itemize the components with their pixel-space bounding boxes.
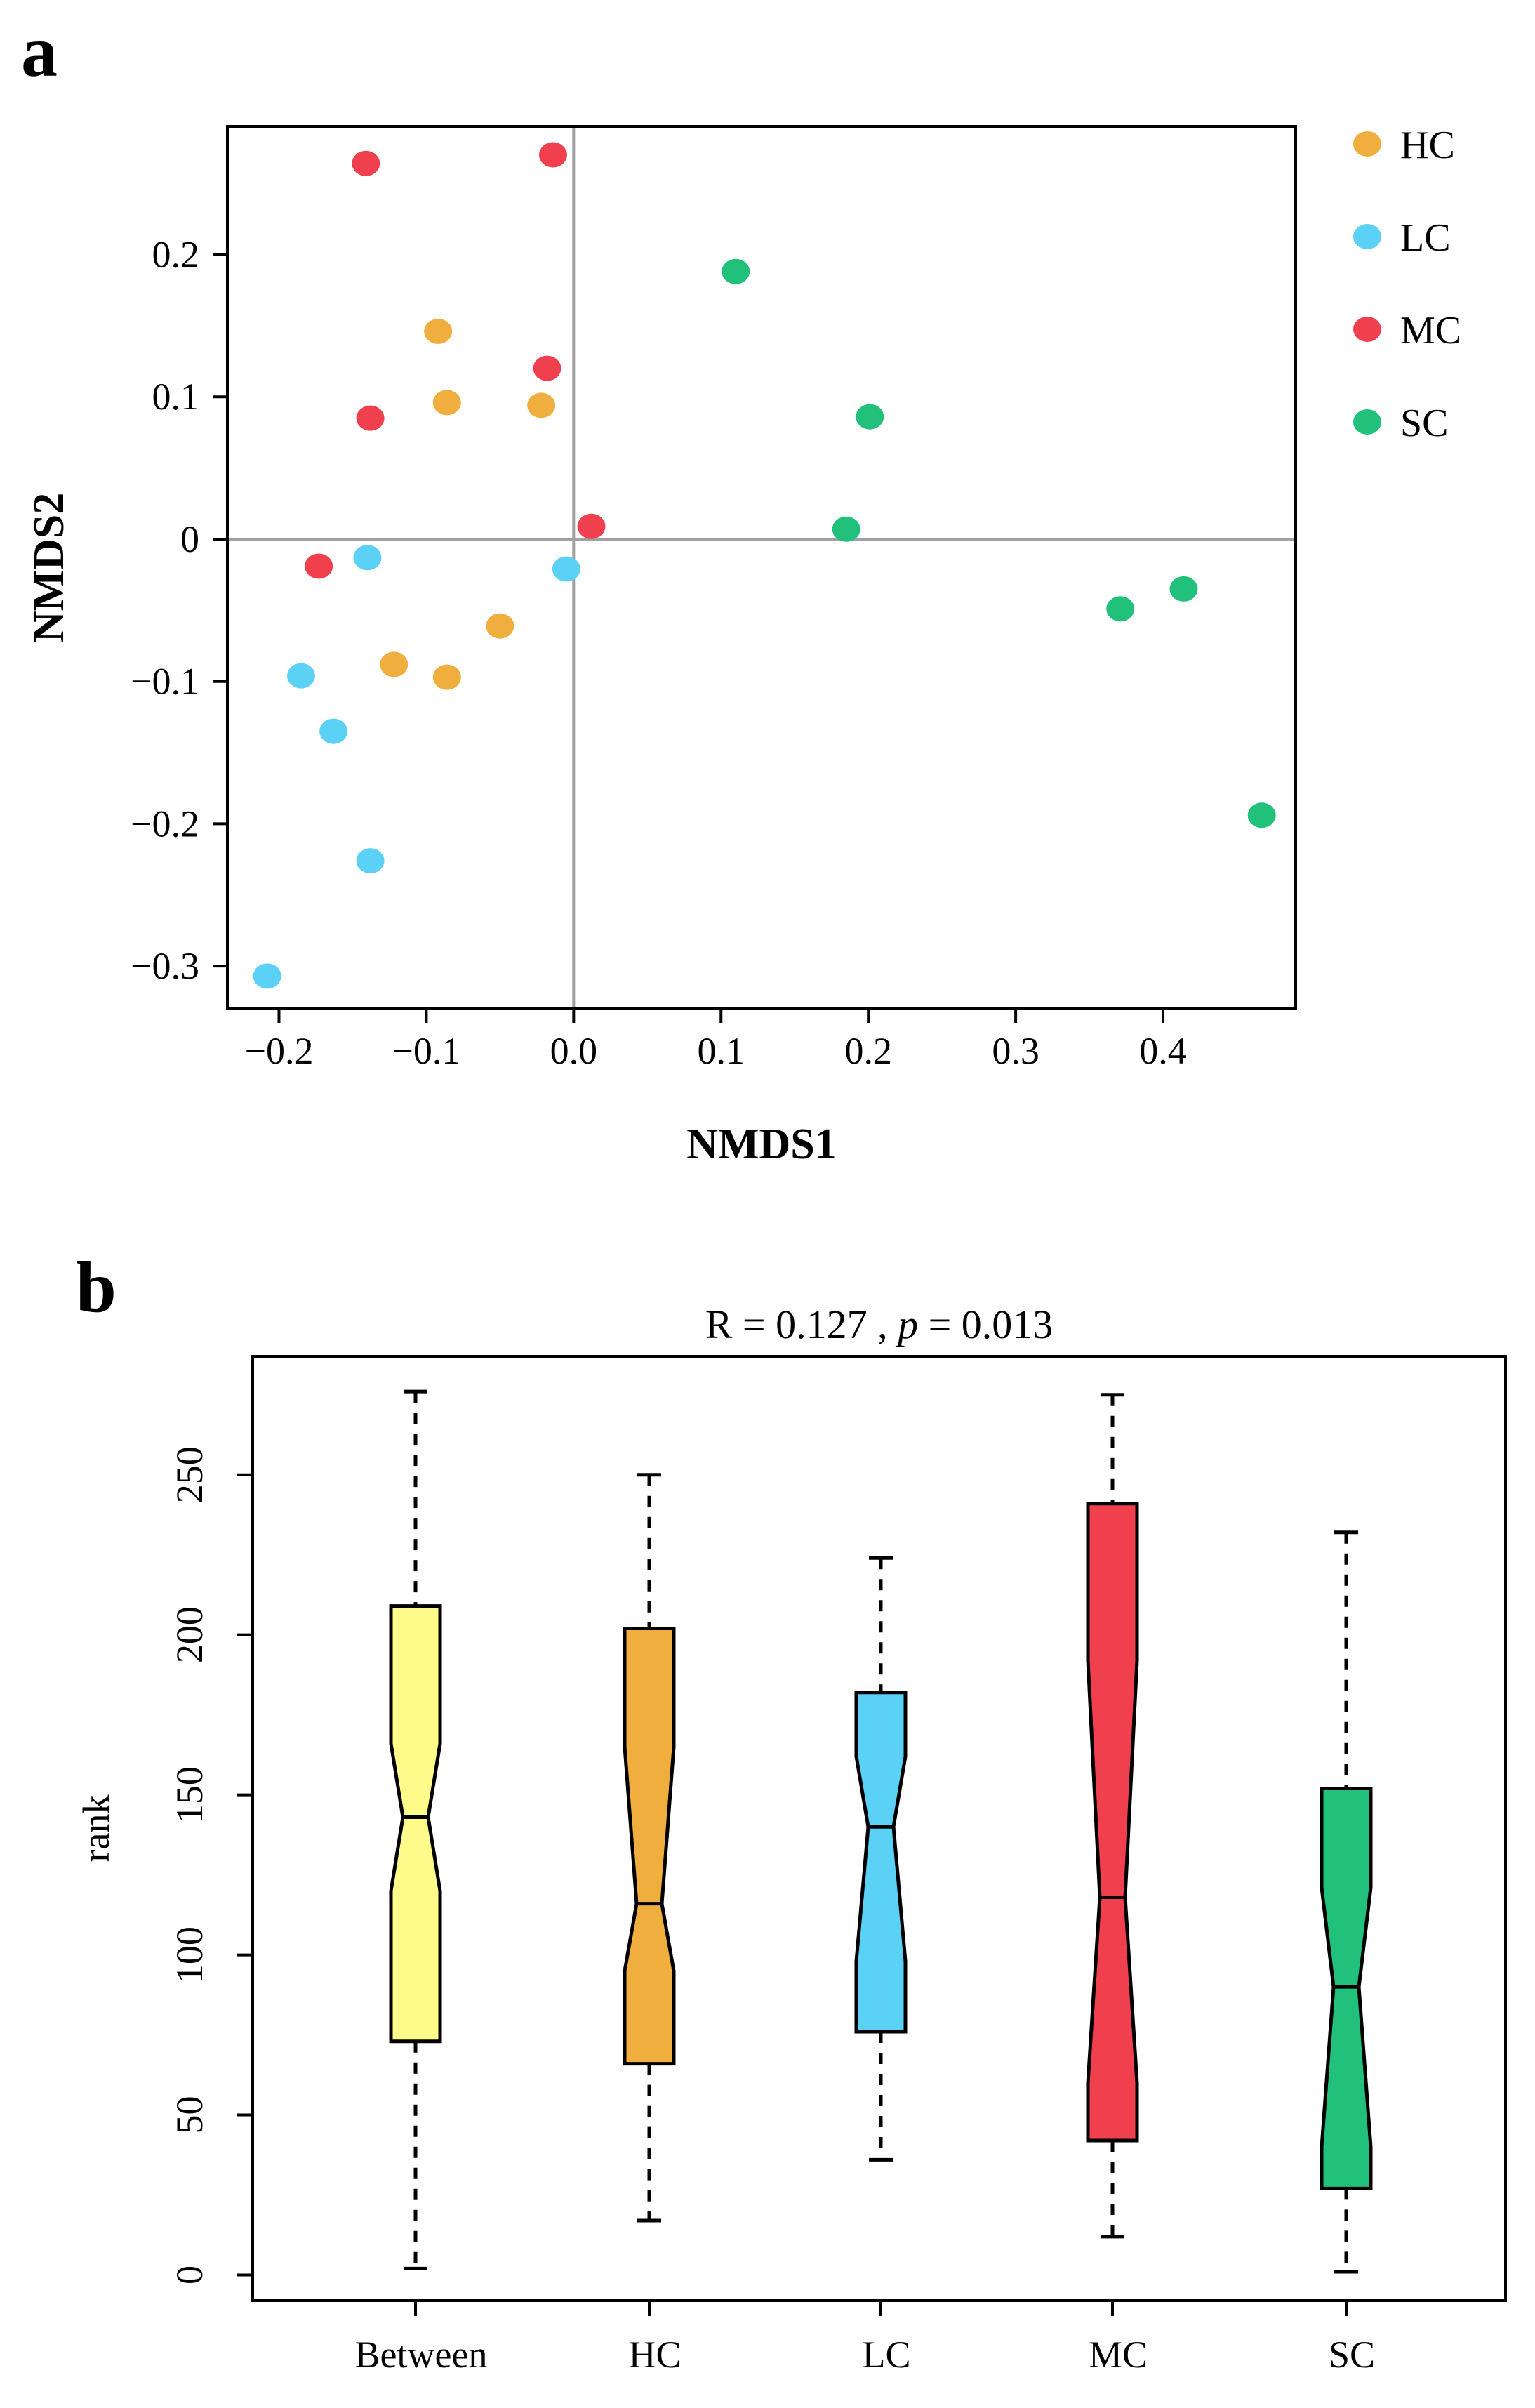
x-axis-title: NMDS1 — [686, 1120, 837, 1168]
x-tick-label: 0.2 — [844, 1030, 892, 1072]
box-mc — [1086, 1393, 1139, 2239]
box-body — [1086, 1502, 1139, 2143]
point-sc — [1106, 596, 1135, 622]
y-axis-ticks: 0 50 100 150 200 250 — [168, 1446, 253, 2284]
y-tick-label: 0.2 — [152, 233, 200, 275]
x-tick-label-sc: SC — [1329, 2334, 1375, 2376]
point-hc — [486, 613, 514, 639]
y-axis-title: rank — [75, 1795, 117, 1863]
stat-title-r: R = 0.127 , — [705, 1302, 898, 1347]
x-tick-label-between: Between — [355, 2334, 488, 2376]
panel-b-label: b — [76, 1247, 117, 1328]
legend-item-sc: SC — [1353, 402, 1449, 445]
boxes — [389, 1389, 1373, 2274]
box-hc — [623, 1473, 676, 2223]
point-hc — [424, 318, 453, 344]
box-body — [854, 1691, 908, 2034]
legend-swatch — [1353, 131, 1381, 157]
y-tick-label: −0.2 — [131, 802, 199, 845]
y-axis-title: NMDS2 — [25, 493, 73, 643]
legend-item-lc: LC — [1353, 216, 1451, 260]
stat-title: R = 0.127 , p = 0.013 — [705, 1302, 1054, 1347]
legend-item-mc: MC — [1353, 309, 1461, 352]
x-tick-label: 0.3 — [992, 1030, 1039, 1072]
point-mc — [356, 405, 385, 431]
point-lc — [319, 718, 348, 744]
x-tick-label: −0.1 — [392, 1030, 460, 1072]
stat-title-p-value: = 0.013 — [918, 1302, 1053, 1347]
legend: HC LC MC SC — [1353, 124, 1461, 445]
point-mc — [305, 553, 333, 579]
point-mc — [577, 513, 606, 539]
point-hc — [432, 390, 461, 416]
y-tick-label: −0.3 — [131, 945, 199, 987]
panel-a-nmds-scatter: a −0.2 −0.1 0.0 0.1 0.2 0.3 0.4 0.20.10−0.1−0.… — [21, 11, 1461, 1168]
box-lc — [854, 1556, 908, 2162]
x-tick-label: 0.0 — [550, 1030, 598, 1072]
y-tick-label: 250 — [168, 1446, 211, 1503]
legend-swatch — [1353, 224, 1381, 249]
x-axis-ticks: −0.2 −0.1 0.0 0.1 0.2 0.3 0.4 — [244, 1009, 1187, 1072]
point-lc — [356, 848, 385, 874]
point-lc — [353, 545, 382, 571]
point-sc — [722, 258, 750, 284]
y-tick-label: 100 — [168, 1926, 211, 1983]
legend-label: LC — [1400, 216, 1451, 260]
point-sc — [1247, 802, 1276, 828]
x-tick-label-mc: MC — [1089, 2334, 1148, 2376]
box-body — [623, 1627, 676, 2066]
panel-a-label: a — [21, 11, 58, 92]
reference-lines — [227, 126, 1296, 1009]
point-lc — [253, 963, 281, 989]
y-tick-label: 150 — [168, 1766, 211, 1823]
point-hc — [380, 651, 408, 677]
x-tick-label: −0.2 — [244, 1030, 313, 1072]
y-tick-label: −0.1 — [131, 661, 199, 703]
point-hc — [527, 392, 556, 418]
y-tick-label: 50 — [168, 2096, 211, 2134]
point-mc — [533, 355, 561, 381]
point-sc — [856, 404, 884, 430]
x-tick-label: 0.4 — [1139, 1030, 1187, 1072]
point-mc — [352, 150, 380, 176]
point-sc — [832, 516, 860, 542]
panel-b-boxplot: b R = 0.127 , p = 0.013 Between HC LC MC SC … — [75, 1247, 1507, 2376]
legend-item-hc: HC — [1353, 124, 1455, 167]
point-lc — [286, 663, 315, 689]
x-axis-ticks: Between HC LC MC SC — [355, 2301, 1375, 2376]
y-tick-label: 0 — [168, 2265, 211, 2284]
x-tick-label-lc: LC — [862, 2334, 910, 2376]
x-tick-label-hc: HC — [628, 2334, 681, 2376]
box-sc — [1320, 1530, 1373, 2274]
plot-area-frame — [226, 125, 1297, 1010]
box-between — [389, 1389, 442, 2270]
y-tick-label: 200 — [168, 1606, 211, 1663]
point-hc — [432, 664, 461, 690]
y-tick-label: 0.1 — [152, 376, 200, 418]
legend-swatch — [1353, 409, 1381, 435]
scatter-points — [253, 142, 1276, 989]
y-tick-label: 0 — [180, 518, 199, 560]
plot-area-frame — [251, 1355, 1507, 2302]
y-axis-ticks: 0.2 0.1 0 −0.1 −0.2 −0.3 — [131, 233, 227, 987]
legend-swatch — [1353, 317, 1381, 342]
point-lc — [552, 556, 580, 582]
legend-label: MC — [1400, 309, 1461, 352]
point-sc — [1169, 576, 1198, 602]
legend-label: SC — [1400, 402, 1449, 445]
x-tick-label: 0.1 — [698, 1030, 745, 1072]
stat-title-p-symbol: p — [895, 1302, 918, 1347]
point-mc — [538, 142, 567, 168]
box-body — [389, 1604, 442, 2044]
legend-label: HC — [1400, 124, 1455, 167]
